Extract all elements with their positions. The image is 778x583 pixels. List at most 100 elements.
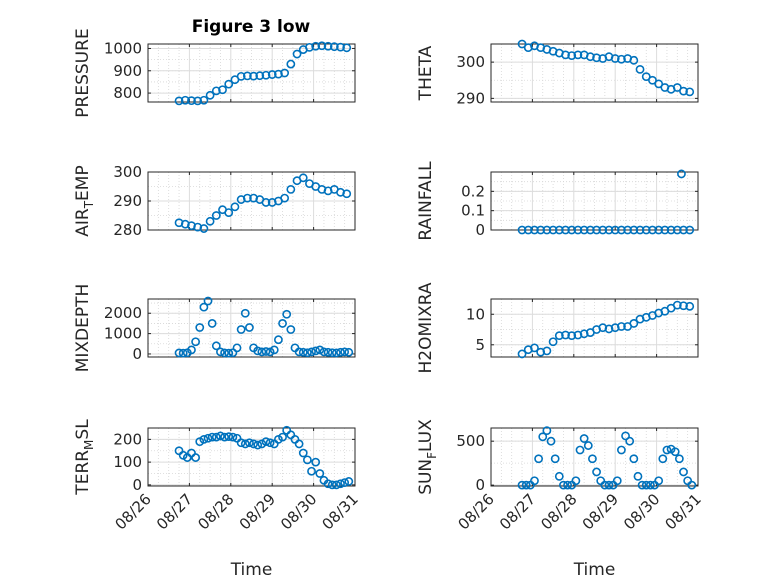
data-point: [567, 331, 577, 341]
data-point: [207, 319, 217, 328]
y-axis-label: H2OMIXRA: [416, 282, 436, 373]
data-point: [220, 348, 229, 358]
data-point: [559, 480, 568, 490]
data-point: [329, 42, 339, 52]
y-tick-label: 290: [456, 89, 485, 107]
data-point: [294, 347, 304, 357]
data-point: [180, 95, 190, 105]
data-point: [302, 455, 312, 465]
data-point: [623, 225, 633, 235]
axes-box: [490, 298, 699, 358]
data-point: [685, 225, 695, 235]
data-point: [633, 471, 643, 481]
y-tick-label: 0.1: [461, 202, 485, 220]
data-point: [654, 79, 664, 89]
data-point: [298, 448, 308, 458]
data-point: [585, 225, 595, 235]
data-point: [232, 343, 242, 353]
data-point: [554, 471, 564, 481]
data-point: [203, 433, 213, 443]
data-point: [191, 453, 201, 462]
data-point: [517, 480, 527, 490]
data-point: [592, 53, 601, 63]
data-point: [249, 71, 258, 81]
data-point: [660, 225, 670, 235]
data-point: [253, 346, 263, 356]
data-point: [224, 432, 234, 442]
data-point: [220, 432, 229, 442]
data-point: [298, 347, 308, 357]
data-point: [573, 50, 583, 60]
data-point: [672, 225, 682, 235]
axes-box: [490, 427, 699, 487]
data-point: [203, 296, 213, 306]
data-point: [199, 434, 209, 444]
data-point: [546, 436, 556, 446]
data-point: [218, 85, 227, 95]
data-point: [199, 95, 209, 105]
data-point: [679, 301, 688, 311]
data-point: [207, 432, 217, 442]
subplot-5: 0 1000 2000 MIXDEPTH: [73, 284, 356, 372]
y-tick-label: 290: [113, 192, 142, 210]
data-point: [323, 347, 333, 357]
data-point: [211, 341, 221, 351]
data-point: [617, 225, 626, 235]
subplot-4: 00.1 0.2 RAINFALL: [416, 161, 699, 241]
y-axis-label: THETA: [416, 45, 436, 101]
data-point: [302, 348, 312, 358]
data-point: [617, 445, 626, 455]
data-point: [645, 480, 655, 490]
data-point: [274, 335, 283, 345]
data-point: [575, 445, 585, 455]
data-point: [280, 193, 290, 203]
data-point: [534, 454, 544, 464]
data-point: [319, 347, 329, 357]
data-point: [536, 347, 546, 357]
data-point: [267, 70, 277, 79]
y-tick-label: 300: [456, 53, 485, 71]
data-point: [236, 71, 246, 81]
axes-box: [147, 298, 356, 358]
data-point: [637, 480, 647, 490]
data-point: [292, 49, 302, 59]
axes-box: [147, 427, 356, 487]
data-point: [327, 348, 337, 358]
axes-box: [490, 43, 699, 103]
data-point: [280, 68, 290, 78]
data-point: [679, 86, 688, 96]
y-tick-label: 10: [466, 305, 485, 323]
data-point: [187, 96, 196, 106]
data-point: [548, 337, 558, 347]
data-point: [598, 323, 608, 333]
data-point: [600, 480, 610, 490]
data-point: [344, 347, 354, 357]
y-tick-label: 0.2: [461, 182, 485, 200]
data-point: [585, 52, 595, 62]
data-point: [573, 330, 583, 340]
y-axis-label: AIRTEMP: [73, 165, 96, 236]
data-point: [294, 439, 304, 449]
y-tick-label: 0: [132, 476, 142, 494]
data-point: [561, 225, 570, 235]
data-point: [278, 319, 287, 328]
data-point: [240, 439, 250, 449]
data-point: [629, 55, 639, 65]
data-point: [342, 43, 352, 53]
data-point: [236, 325, 246, 334]
data-point: [536, 225, 546, 235]
y-tick-label: 200: [113, 430, 142, 448]
data-point: [344, 477, 354, 486]
data-point: [670, 447, 680, 457]
y-tick-label: 5: [475, 336, 485, 354]
data-point: [261, 347, 271, 356]
data-point: [674, 454, 684, 464]
data-point: [249, 439, 258, 449]
data-point: [658, 454, 668, 464]
data-point: [523, 225, 533, 235]
data-point: [307, 466, 316, 476]
y-axis-label: PRESSURE: [73, 28, 93, 117]
data-point: [530, 225, 539, 235]
x-axis-label: Time: [573, 560, 616, 580]
data-point: [242, 71, 252, 81]
